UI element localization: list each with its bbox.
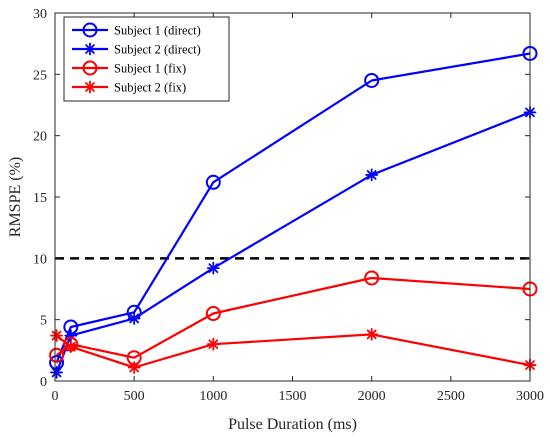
legend-item-1: Subject 1 (direct) bbox=[72, 22, 201, 38]
legend-marker bbox=[82, 60, 98, 76]
data-point-s2-4 bbox=[206, 261, 220, 275]
data-point-s2-5 bbox=[365, 168, 379, 182]
y-tick-label: 15 bbox=[33, 191, 47, 206]
legend-marker bbox=[82, 22, 98, 38]
y-tick-label: 20 bbox=[33, 130, 47, 145]
series-line-4 bbox=[55, 333, 531, 369]
axes: 0 500 1000 1500 2000 2500 3000 0 5 10 15 20 25 30 Puls… bbox=[7, 7, 544, 433]
x-tick-label: 500 bbox=[124, 389, 145, 404]
data-point-s3-1 bbox=[49, 347, 65, 363]
y-tick-label: 5 bbox=[40, 314, 47, 329]
y-tick-label: 0 bbox=[40, 375, 47, 390]
legend-item-2: Subject 2 (direct) bbox=[72, 43, 201, 57]
series-line-2 bbox=[55, 111, 531, 373]
x-tick-label: 2500 bbox=[437, 389, 465, 404]
x-tick-label: 1500 bbox=[279, 389, 307, 404]
data-point-s2-3 bbox=[127, 312, 141, 325]
x-tick-label: 0 bbox=[52, 389, 59, 404]
y-tick-label: 30 bbox=[33, 7, 47, 22]
data-point-s4-3 bbox=[127, 361, 141, 374]
x-tick-label: 3000 bbox=[516, 389, 544, 404]
legend-marker bbox=[83, 42, 97, 56]
data-point-s3-4 bbox=[205, 306, 221, 322]
x-tick-label: 2000 bbox=[358, 389, 386, 404]
legend-item-4: Subject 2 (fix) bbox=[72, 81, 186, 95]
data-point-s1-4 bbox=[205, 174, 221, 190]
data-point-s2-1 bbox=[50, 366, 63, 379]
data-point-s3-5 bbox=[364, 270, 380, 286]
legend-label: Subject 1 (direct) bbox=[114, 24, 201, 38]
data-point-s4-5 bbox=[365, 327, 379, 341]
legend-label: Subject 2 (direct) bbox=[114, 43, 201, 57]
y-axis-title: RMSPE (%) bbox=[7, 157, 24, 237]
y-tick-label: 25 bbox=[33, 68, 47, 83]
data-point-s4-2 bbox=[64, 340, 78, 354]
legend-label: Subject 1 (fix) bbox=[114, 62, 186, 76]
data-point-s4-4 bbox=[206, 337, 220, 351]
x-tick-label: 1000 bbox=[199, 389, 227, 404]
legend: Subject 1 (direct) Subject 2 (direct) Subj… bbox=[63, 16, 230, 102]
x-axis-title: Pulse Duration (ms) bbox=[228, 416, 357, 433]
legend-item-3: Subject 1 (fix) bbox=[72, 60, 186, 76]
legend-marker bbox=[83, 80, 97, 94]
data-point-s4-1 bbox=[50, 329, 63, 343]
y-tick-label: 10 bbox=[33, 252, 47, 267]
data-point-s1-5 bbox=[364, 72, 380, 88]
legend-label: Subject 2 (fix) bbox=[114, 81, 186, 95]
series-line-3 bbox=[55, 276, 531, 359]
